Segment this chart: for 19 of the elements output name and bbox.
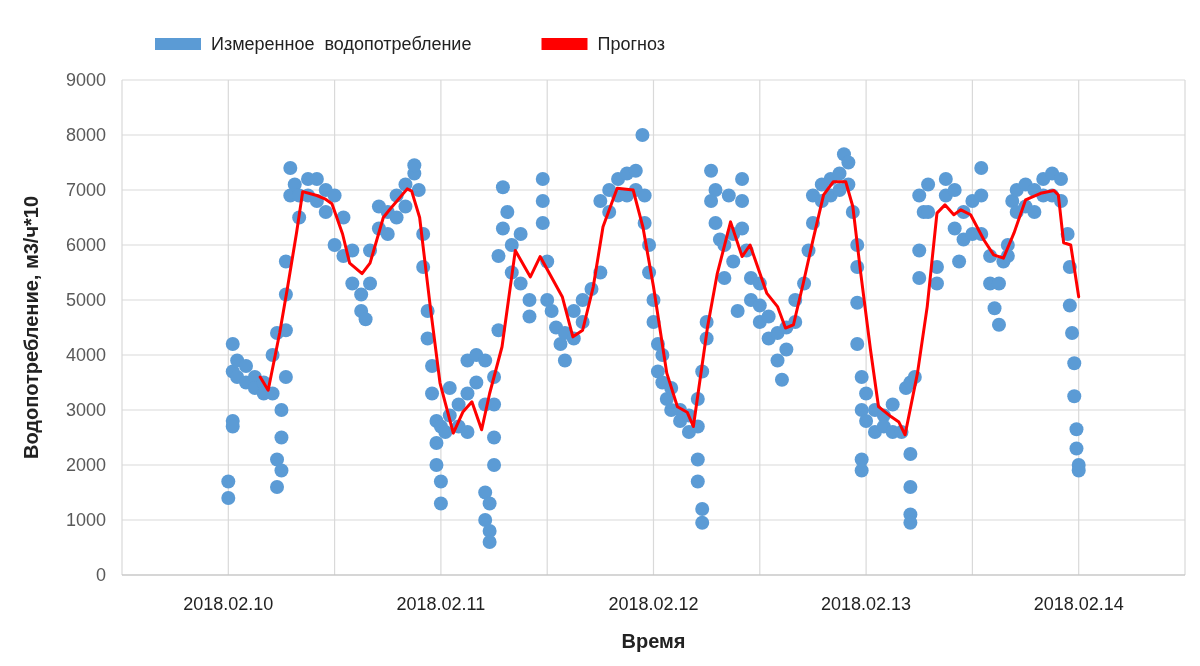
y-tick-label: 3000 <box>65 400 106 421</box>
y-tick-label: 2000 <box>65 455 106 476</box>
x-tick-label: 2018.02.13 <box>821 594 912 614</box>
x-tick-label: 2018.02.14 <box>1033 594 1124 614</box>
y-tick-label: 0 <box>95 565 106 586</box>
legend-label: Прогноз <box>597 34 666 54</box>
y-tick-label: 1000 <box>65 510 106 531</box>
y-tick-label: 7000 <box>65 180 106 201</box>
y-tick-label: 6000 <box>65 235 106 256</box>
y-axis-title: Водопотребление, м3/ч*10 <box>20 195 42 460</box>
y-tick-label: 9000 <box>65 70 106 91</box>
y-tick-label: 5000 <box>65 290 106 311</box>
y-tick-label: 8000 <box>65 125 106 146</box>
x-tick-label: 2018.02.11 <box>396 594 486 614</box>
x-axis-title: Время <box>621 630 686 652</box>
y-tick-label: 4000 <box>65 345 106 366</box>
x-tick-label: 2018.02.10 <box>183 594 274 614</box>
legend-label: Измеренное водопотребление <box>211 34 472 54</box>
x-tick-label: 2018.02.12 <box>608 594 699 614</box>
